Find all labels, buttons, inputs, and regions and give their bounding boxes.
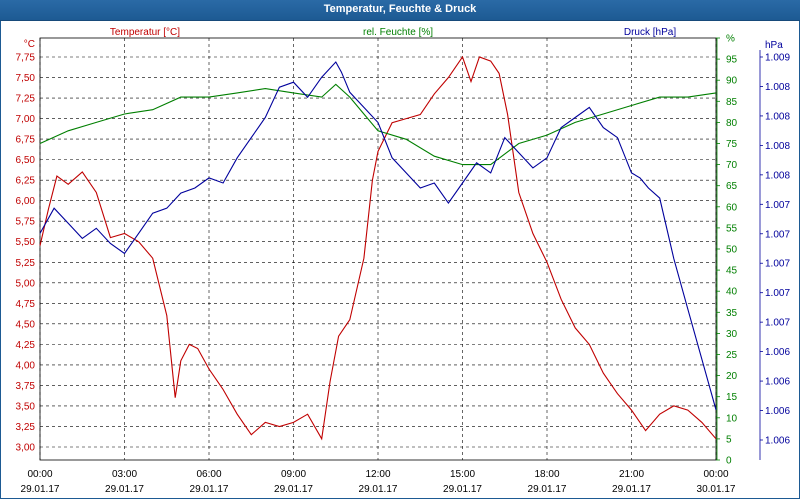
humidity-tick-label: 60: [726, 202, 738, 213]
x-tick-time-label: 21:00: [619, 469, 644, 480]
temperature-tick-label: 5,50: [16, 237, 36, 248]
pressure-axis-title: Druck [hPa]: [624, 27, 676, 38]
temperature-tick-label: 6,25: [16, 176, 36, 187]
x-tick-time-label: 00:00: [703, 469, 728, 480]
x-tick-date-label: 29.01.17: [105, 484, 144, 495]
temperature-tick-label: 3,75: [16, 381, 36, 392]
humidity-tick-label: 80: [726, 118, 738, 129]
temperature-tick-label: 5,75: [16, 217, 36, 228]
pressure-tick-label: 1.007: [765, 200, 790, 211]
window-title: Temperatur, Feuchte & Druck: [323, 3, 477, 15]
pressure-tick-label: 1.006: [765, 406, 790, 417]
humidity-tick-label: 95: [726, 55, 738, 66]
x-tick-date-label: 29.01.17: [528, 484, 567, 495]
humidity-tick-label: 40: [726, 287, 738, 298]
temperature-unit-label: °C: [24, 39, 35, 50]
pressure-tick-label: 1.008: [765, 170, 790, 181]
humidity-tick-label: 15: [726, 392, 738, 403]
pressure-unit-label: hPa: [765, 40, 783, 51]
x-tick-date-label: 30.01.17: [697, 484, 736, 495]
x-tick-date-label: 29.01.17: [359, 484, 398, 495]
temperature-tick-label: 4,50: [16, 319, 36, 330]
humidity-tick-label: 0: [726, 456, 732, 467]
x-tick-time-label: 06:00: [196, 469, 221, 480]
x-tick-date-label: 29.01.17: [443, 484, 482, 495]
temperature-tick-label: 5,00: [16, 278, 36, 289]
x-tick-date-label: 29.01.17: [190, 484, 229, 495]
pressure-tick-label: 1.006: [765, 377, 790, 388]
temperature-axis-title: Temperatur [°C]: [110, 27, 180, 38]
temperature-tick-label: 5,25: [16, 258, 36, 269]
humidity-tick-label: %: [726, 34, 735, 45]
temperature-tick-label: 6,75: [16, 135, 36, 146]
humidity-tick-label: 10: [726, 413, 738, 424]
humidity-tick-label: 55: [726, 223, 738, 234]
temperature-tick-label: 7,00: [16, 114, 36, 125]
humidity-tick-label: 85: [726, 97, 738, 108]
humidity-tick-label: 50: [726, 245, 738, 256]
pressure-tick-label: 1.007: [765, 259, 790, 270]
temperature-tick-label: 7,75: [16, 53, 36, 64]
temperature-tick-label: 3,00: [16, 443, 36, 454]
temperature-tick-label: 4,00: [16, 360, 36, 371]
chart: 3,00 3,25 3,50 3,75 4,00 4,25 4,50 4,75 5,00 5,25…: [16, 27, 791, 496]
humidity-tick-label: 35: [726, 308, 738, 319]
humidity-tick-label: 30: [726, 329, 738, 340]
humidity-tick-label: 75: [726, 139, 738, 150]
axis-labels: 3,00 3,25 3,50 3,75 4,00 4,25 4,50 4,75 5,00 5,25…: [16, 34, 791, 496]
plot-series: [39, 55, 717, 441]
humidity-tick-label: 5: [726, 434, 732, 445]
temperature-tick-label: 6,50: [16, 155, 36, 166]
temperature-tick-label: 4,75: [16, 299, 36, 310]
x-tick-date-label: 29.01.17: [612, 484, 651, 495]
humidity-series-line: [39, 83, 717, 166]
temperature-tick-label: 7,50: [16, 73, 36, 84]
pressure-tick-label: 1.008: [765, 141, 790, 152]
pressure-tick-label: 1.008: [765, 82, 790, 93]
temperature-series-line: [39, 55, 717, 441]
humidity-tick-label: 65: [726, 181, 738, 192]
temperature-tick-label: 7,25: [16, 94, 36, 105]
pressure-tick-label: 1.007: [765, 229, 790, 240]
x-tick-date-label: 29.01.17: [21, 484, 60, 495]
humidity-tick-label: 45: [726, 266, 738, 277]
x-tick-time-label: 12:00: [365, 469, 390, 480]
title-bar: Temperatur, Feuchte & Druck: [0, 0, 800, 21]
pressure-series-line: [39, 61, 717, 410]
pressure-tick-label: 1.008: [765, 111, 790, 122]
x-tick-time-label: 09:00: [281, 469, 306, 480]
humidity-tick-label: 25: [726, 350, 738, 361]
temperature-tick-label: 3,50: [16, 401, 36, 412]
pressure-tick-label: 1.007: [765, 318, 790, 329]
pressure-tick-label: 1.006: [765, 347, 790, 358]
humidity-tick-label: 70: [726, 160, 738, 171]
temperature-tick-label: 3,25: [16, 422, 36, 433]
x-tick-time-label: 03:00: [112, 469, 137, 480]
pressure-tick-label: 1.009: [765, 53, 790, 64]
x-tick-time-label: 18:00: [534, 469, 559, 480]
pressure-tick-label: 1.006: [765, 436, 790, 447]
temperature-tick-label: 4,25: [16, 340, 36, 351]
humidity-axis-title: rel. Feuchte [%]: [363, 27, 433, 38]
humidity-tick-label: 20: [726, 371, 738, 382]
x-tick-time-label: 15:00: [450, 469, 475, 480]
x-tick-time-label: 00:00: [27, 469, 52, 480]
pressure-tick-label: 1.007: [765, 288, 790, 299]
plot-grid: [39, 37, 763, 461]
x-tick-date-label: 29.01.17: [274, 484, 313, 495]
humidity-tick-label: 90: [726, 76, 738, 87]
temperature-tick-label: 6,00: [16, 196, 36, 207]
